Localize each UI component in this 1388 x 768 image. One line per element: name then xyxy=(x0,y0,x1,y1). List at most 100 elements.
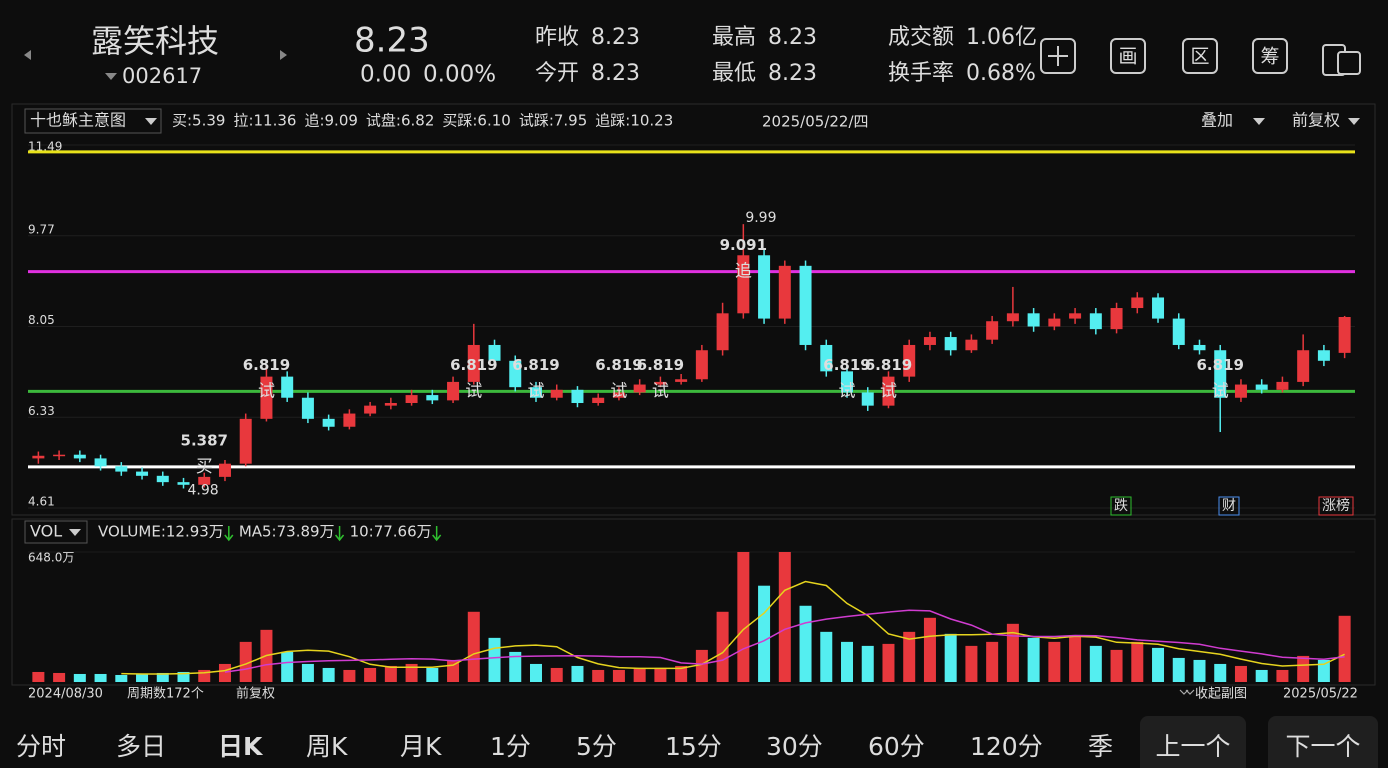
volume-legend: MA5:73.89万 xyxy=(239,523,335,541)
volume-bar xyxy=(281,651,294,682)
add-button[interactable] xyxy=(1040,38,1076,74)
signal-label: 6.819 xyxy=(637,356,684,374)
tool-label: 区 xyxy=(1190,46,1209,68)
period-tab[interactable]: 1分 xyxy=(490,732,531,761)
period-tab[interactable]: 120分 xyxy=(970,732,1043,761)
down-arrow xyxy=(224,526,234,542)
back-arrow[interactable] xyxy=(24,50,31,60)
collapse[interactable]: 收起副图 xyxy=(1195,687,1247,702)
period-tab[interactable]: 周K xyxy=(306,732,348,761)
overlay[interactable]: 叠加 xyxy=(1201,111,1233,130)
indicator-label: 试踩:7.95 xyxy=(519,112,587,130)
tool-button[interactable] xyxy=(1252,38,1288,74)
candle-body xyxy=(509,360,522,388)
volume-bar xyxy=(1152,647,1165,682)
candle-body xyxy=(405,395,418,404)
change-pct: 0.00% xyxy=(423,62,496,88)
tag[interactable]: 财 xyxy=(1222,498,1236,514)
period-tab[interactable]: 30分 xyxy=(766,732,823,761)
volume-bar xyxy=(1089,645,1102,682)
vol-selector-box[interactable] xyxy=(24,520,88,544)
period-tab[interactable]: 15分 xyxy=(665,732,722,761)
volume-legend: 10:77.66万 xyxy=(350,523,432,541)
signal-mark: 买 xyxy=(196,457,213,477)
volume-bar xyxy=(488,637,501,682)
adjust[interactable]: 前复权 xyxy=(1292,111,1340,130)
volume-bar xyxy=(1297,655,1310,682)
candle-body xyxy=(1214,350,1227,398)
candle-body xyxy=(923,337,936,345)
volume-bar xyxy=(695,649,708,682)
period-tab[interactable]: 日K xyxy=(218,732,264,761)
volume-bar xyxy=(364,667,377,682)
stat-value: 8.23 xyxy=(768,61,817,86)
selector: 十也稣主意图 xyxy=(30,111,126,130)
signal-label: 6.819 xyxy=(595,356,642,374)
volume-bar xyxy=(612,669,625,682)
tag[interactable]: 跌 xyxy=(1114,498,1128,514)
period-tab[interactable]: 60分 xyxy=(868,732,925,761)
candle-body xyxy=(944,337,957,351)
volume-bar xyxy=(218,663,231,682)
candle-body xyxy=(364,405,377,414)
nav-button[interactable] xyxy=(1268,716,1378,768)
volume-bar xyxy=(882,643,895,682)
volume-bar xyxy=(778,552,791,682)
code-dropdown[interactable] xyxy=(105,73,117,80)
tag-box xyxy=(1318,496,1354,516)
volume-bar xyxy=(571,665,584,682)
next-arrow[interactable] xyxy=(280,50,287,60)
candle-body xyxy=(1006,313,1019,322)
period-tab[interactable]: 5分 xyxy=(576,732,617,761)
volume-bar xyxy=(758,585,771,682)
change: 0.00 xyxy=(360,62,411,88)
candle-body xyxy=(115,466,128,472)
stat-label: 成交额 xyxy=(888,25,954,50)
nav-label: 上一个 xyxy=(1155,732,1230,761)
candle-body xyxy=(820,344,833,372)
period-tab[interactable]: 季 xyxy=(1088,732,1113,761)
tag[interactable]: 涨榜 xyxy=(1322,497,1350,514)
candle-body xyxy=(986,321,999,340)
selector-box[interactable] xyxy=(24,108,162,134)
volume-bar xyxy=(32,671,45,682)
candle-body xyxy=(841,371,854,393)
candle-body xyxy=(612,392,625,398)
tool-button[interactable] xyxy=(1110,38,1146,74)
volume-bar xyxy=(115,674,128,682)
vol-selector: VOL xyxy=(30,522,62,541)
tool-button[interactable] xyxy=(1182,38,1218,74)
volume-bar xyxy=(509,651,522,682)
volume-bar xyxy=(965,645,978,682)
candle-body xyxy=(177,482,190,485)
volume-bar xyxy=(467,611,480,682)
start-date: 2024/08/30 xyxy=(28,687,103,702)
y-tick-label: 11.49 xyxy=(28,140,62,154)
candle-body xyxy=(384,403,397,406)
volume-panel xyxy=(11,518,1376,686)
candle-body xyxy=(156,475,169,483)
nav-label: 下一个 xyxy=(1285,732,1360,761)
candle-body xyxy=(426,395,439,401)
volume-bar xyxy=(675,665,688,682)
candle-body xyxy=(529,387,542,398)
volume-bar xyxy=(384,665,397,682)
candle-body xyxy=(281,376,294,398)
volume-bar xyxy=(156,672,169,682)
period-tab[interactable]: 月K xyxy=(400,732,442,761)
chart-date: 2025/05/22/四 xyxy=(762,113,869,131)
high-label: 9.99 xyxy=(745,210,776,226)
candle-body xyxy=(1110,308,1123,330)
y-tick-label: 6.33 xyxy=(28,404,55,418)
candle-body xyxy=(322,418,335,427)
nav-button[interactable] xyxy=(1140,716,1246,768)
signal-label: 9.091 xyxy=(720,236,767,254)
stat-label: 最高 xyxy=(712,25,756,50)
price: 8.23 xyxy=(354,21,430,61)
volume-bar xyxy=(239,641,252,682)
candle-body xyxy=(861,392,874,406)
volume-bar xyxy=(136,673,149,682)
period-tab[interactable]: 分时 xyxy=(16,732,66,761)
period-tab[interactable]: 多日 xyxy=(116,732,166,761)
